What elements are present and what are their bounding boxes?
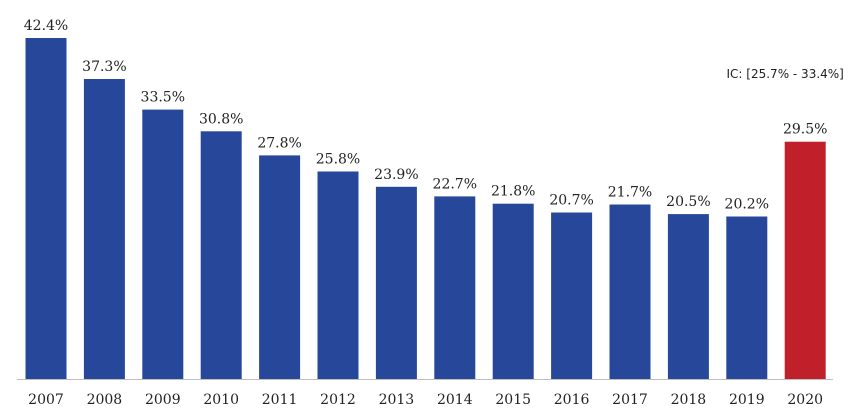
bar-2013: [375, 186, 417, 379]
bar-2016: [551, 212, 593, 379]
x-tick-label-2007: 2007: [28, 392, 64, 408]
x-tick-label-2011: 2011: [262, 392, 298, 408]
bar-2012: [317, 171, 359, 379]
value-label-2011: 27.8%: [257, 135, 301, 151]
x-tick-label-2020: 2020: [787, 392, 823, 408]
value-label-2016: 20.7%: [549, 193, 593, 209]
value-label-2007: 42.4%: [24, 18, 68, 34]
x-tick-labels-group: 2007 2008 2009 2010 2011 2012 2013 2014 2015 2016…: [28, 392, 823, 408]
x-tick-label-2014: 2014: [437, 392, 473, 408]
bar-2011: [259, 155, 301, 379]
bar-2008: [83, 79, 125, 379]
value-label-2010: 30.8%: [199, 111, 243, 127]
value-label-2015: 21.8%: [491, 184, 535, 200]
bar-2020: [784, 141, 826, 379]
bar-2007: [25, 38, 67, 379]
value-label-2017: 21.7%: [608, 185, 652, 201]
x-tick-label-2019: 2019: [729, 392, 765, 408]
value-label-2012: 25.8%: [316, 152, 360, 168]
bar-2014: [434, 196, 476, 379]
value-label-2019: 20.2%: [725, 197, 769, 213]
value-label-2009: 33.5%: [141, 90, 185, 106]
bar-2015: [492, 203, 534, 379]
x-tick-label-2009: 2009: [145, 392, 181, 408]
x-tick-label-2010: 2010: [203, 392, 239, 408]
bar-2010: [200, 131, 242, 379]
bars-group: [25, 38, 826, 379]
x-tick-label-2013: 2013: [379, 392, 415, 408]
value-label-2018: 20.5%: [666, 194, 710, 210]
bar-2009: [142, 109, 184, 379]
bar-2019: [726, 216, 768, 379]
confidence-interval-annotation: IC: [25.7% - 33.4%]: [727, 67, 844, 81]
value-labels-group: 42.4% 37.3% 33.5% 30.8% 27.8% 25.8% 23.9% 22.7%…: [24, 18, 828, 213]
x-tick-label-2015: 2015: [495, 392, 531, 408]
x-tick-label-2018: 2018: [671, 392, 707, 408]
value-label-2014: 22.7%: [433, 176, 477, 192]
bar-2017: [609, 204, 651, 379]
value-label-2020: 29.5%: [783, 122, 827, 138]
value-label-2013: 23.9%: [374, 167, 418, 183]
x-tick-label-2017: 2017: [612, 392, 648, 408]
x-tick-label-2016: 2016: [554, 392, 590, 408]
bar-2018: [667, 214, 709, 379]
value-label-2008: 37.3%: [82, 59, 126, 75]
x-tick-label-2012: 2012: [320, 392, 356, 408]
x-tick-label-2008: 2008: [87, 392, 123, 408]
